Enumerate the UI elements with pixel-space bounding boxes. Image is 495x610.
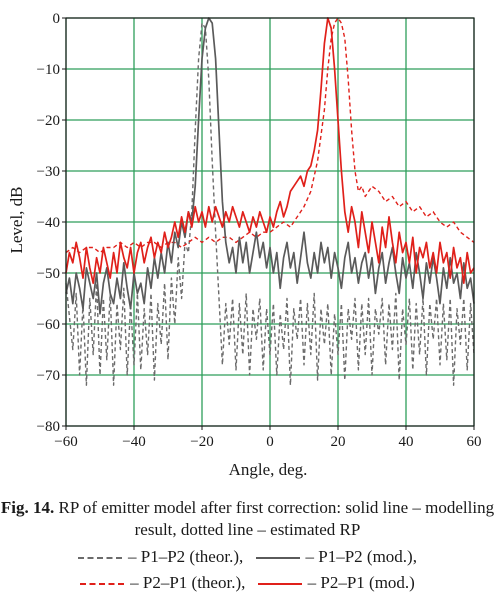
figure-label: Fig. 14. [0, 498, 55, 517]
x-tick-label: −20 [190, 434, 213, 450]
legend-item-p1p2-mod: – P1–P2 (mod.), [255, 546, 417, 568]
legend-row-1: – P1–P2 (theor.), – P1–P2 (mod.), [0, 545, 495, 568]
x-axis-label: Angle, deg. [229, 460, 308, 479]
x-tick-label: 0 [266, 434, 274, 450]
series-line-0 [65, 22, 475, 386]
legend-label-p2p1-mod: – P2–P1 (mod.) [307, 573, 415, 593]
x-tick-label: −60 [54, 434, 77, 450]
y-tick-label: −70 [37, 368, 60, 384]
y-tick-label: −40 [37, 215, 60, 231]
series-group [65, 17, 475, 386]
chart: −60 −40 −20 0 20 40 60 0 −10 −20 −30 −40 −50 −60 −70 −8… [7, 11, 482, 479]
caption-text: RP of emitter model after first correcti… [54, 498, 495, 539]
x-tick-label: 40 [399, 434, 414, 450]
legend-item-p1p2-theor: – P1–P2 (theor.), [78, 546, 243, 568]
legend-swatch-p1p2-mod [255, 557, 300, 560]
tick-labels: −60 −40 −20 0 20 40 60 0 −10 −20 −30 −40 −50 −60 −70 −8… [37, 11, 482, 450]
y-tick-label: −10 [37, 62, 60, 78]
y-tick-label: 0 [53, 11, 61, 27]
legend-swatch-p2p1-theor [80, 583, 125, 586]
legend-swatch-p1p2-theor [78, 557, 123, 560]
legend-label-p1p2-mod: – P1–P2 (mod.), [305, 547, 417, 567]
legend-item-p2p1-theor: – P2–P1 (theor.), [80, 572, 245, 594]
series-line-3 [65, 17, 475, 285]
legend-label-p1p2-theor: – P1–P2 (theor.), [128, 547, 244, 567]
y-tick-label: −30 [37, 164, 60, 180]
y-tick-label: −50 [37, 266, 60, 282]
y-axis-label: Level, dB [7, 186, 26, 253]
legend-label-p2p1-theor: – P2–P1 (theor.), [130, 573, 246, 593]
legend-swatch-p2p1-mod [257, 583, 302, 586]
y-tick-label: −60 [37, 317, 60, 333]
figure-caption: Fig. 14. RP of emitter model after first… [0, 497, 495, 541]
y-tick-label: −80 [37, 419, 60, 435]
legend-row-2: – P2–P1 (theor.), – P2–P1 (mod.) [0, 571, 495, 594]
x-tick-label: 20 [331, 434, 346, 450]
x-tick-label: −40 [122, 434, 145, 450]
legend-item-p2p1-mod: – P2–P1 (mod.) [257, 572, 415, 594]
x-tick-label: 60 [467, 434, 482, 450]
y-tick-label: −20 [37, 113, 60, 129]
